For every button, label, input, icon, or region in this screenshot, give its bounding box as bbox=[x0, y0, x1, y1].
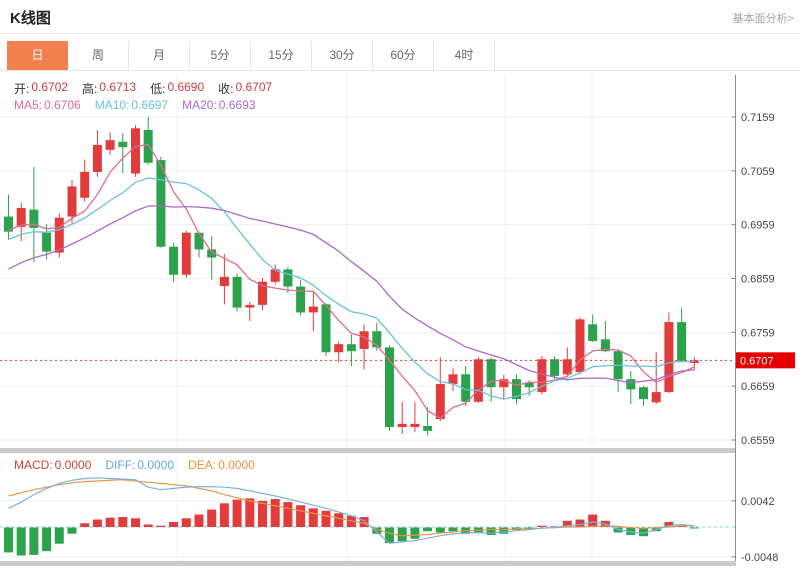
tab-月[interactable]: 月 bbox=[129, 41, 190, 70]
svg-text:0.0042: 0.0042 bbox=[741, 496, 775, 508]
svg-text:0.6759: 0.6759 bbox=[741, 327, 775, 339]
svg-text:0.7059: 0.7059 bbox=[741, 166, 775, 178]
current-price-marker: 0.6707 bbox=[0, 352, 795, 369]
price-axis: 0.7159 0.7059 0.6959 0.6859 0.6759 0.6659 0.65… bbox=[731, 75, 778, 564]
page-title: K线图 bbox=[10, 10, 51, 27]
svg-text:0.6859: 0.6859 bbox=[741, 274, 775, 286]
fundamental-analysis-link[interactable]: 基本面分析> bbox=[732, 13, 794, 25]
current-price-badge bbox=[736, 352, 795, 369]
tab-30分[interactable]: 30分 bbox=[312, 41, 373, 70]
svg-text:0.6959: 0.6959 bbox=[741, 220, 775, 232]
ma20-line bbox=[8, 205, 695, 384]
ma-lines bbox=[8, 143, 695, 419]
tab-15分[interactable]: 15分 bbox=[251, 41, 312, 70]
ma5-line bbox=[8, 143, 695, 419]
macd-histogram bbox=[4, 498, 699, 556]
candles-layer bbox=[4, 117, 699, 436]
diff-line bbox=[8, 477, 695, 544]
svg-text:0.6659: 0.6659 bbox=[741, 381, 775, 393]
svg-text:0.7159: 0.7159 bbox=[741, 112, 775, 124]
tab-周[interactable]: 周 bbox=[68, 41, 129, 70]
tab-5分[interactable]: 5分 bbox=[190, 41, 251, 70]
panel-separators bbox=[0, 448, 736, 566]
svg-text:0.6707: 0.6707 bbox=[740, 355, 774, 367]
svg-text:0.6559: 0.6559 bbox=[741, 435, 775, 447]
ma10-line bbox=[8, 177, 695, 400]
svg-text:-0.0048: -0.0048 bbox=[741, 552, 778, 564]
dea-line bbox=[8, 479, 695, 537]
tab-60分[interactable]: 60分 bbox=[373, 41, 434, 70]
tab-4时[interactable]: 4时 bbox=[434, 41, 495, 70]
tab-日[interactable]: 日 bbox=[7, 41, 68, 70]
period-tab-bar: 日周月 5分 15分 30分 60分 4时 bbox=[0, 41, 800, 71]
header: K线图 基本面分析> bbox=[0, 0, 800, 34]
